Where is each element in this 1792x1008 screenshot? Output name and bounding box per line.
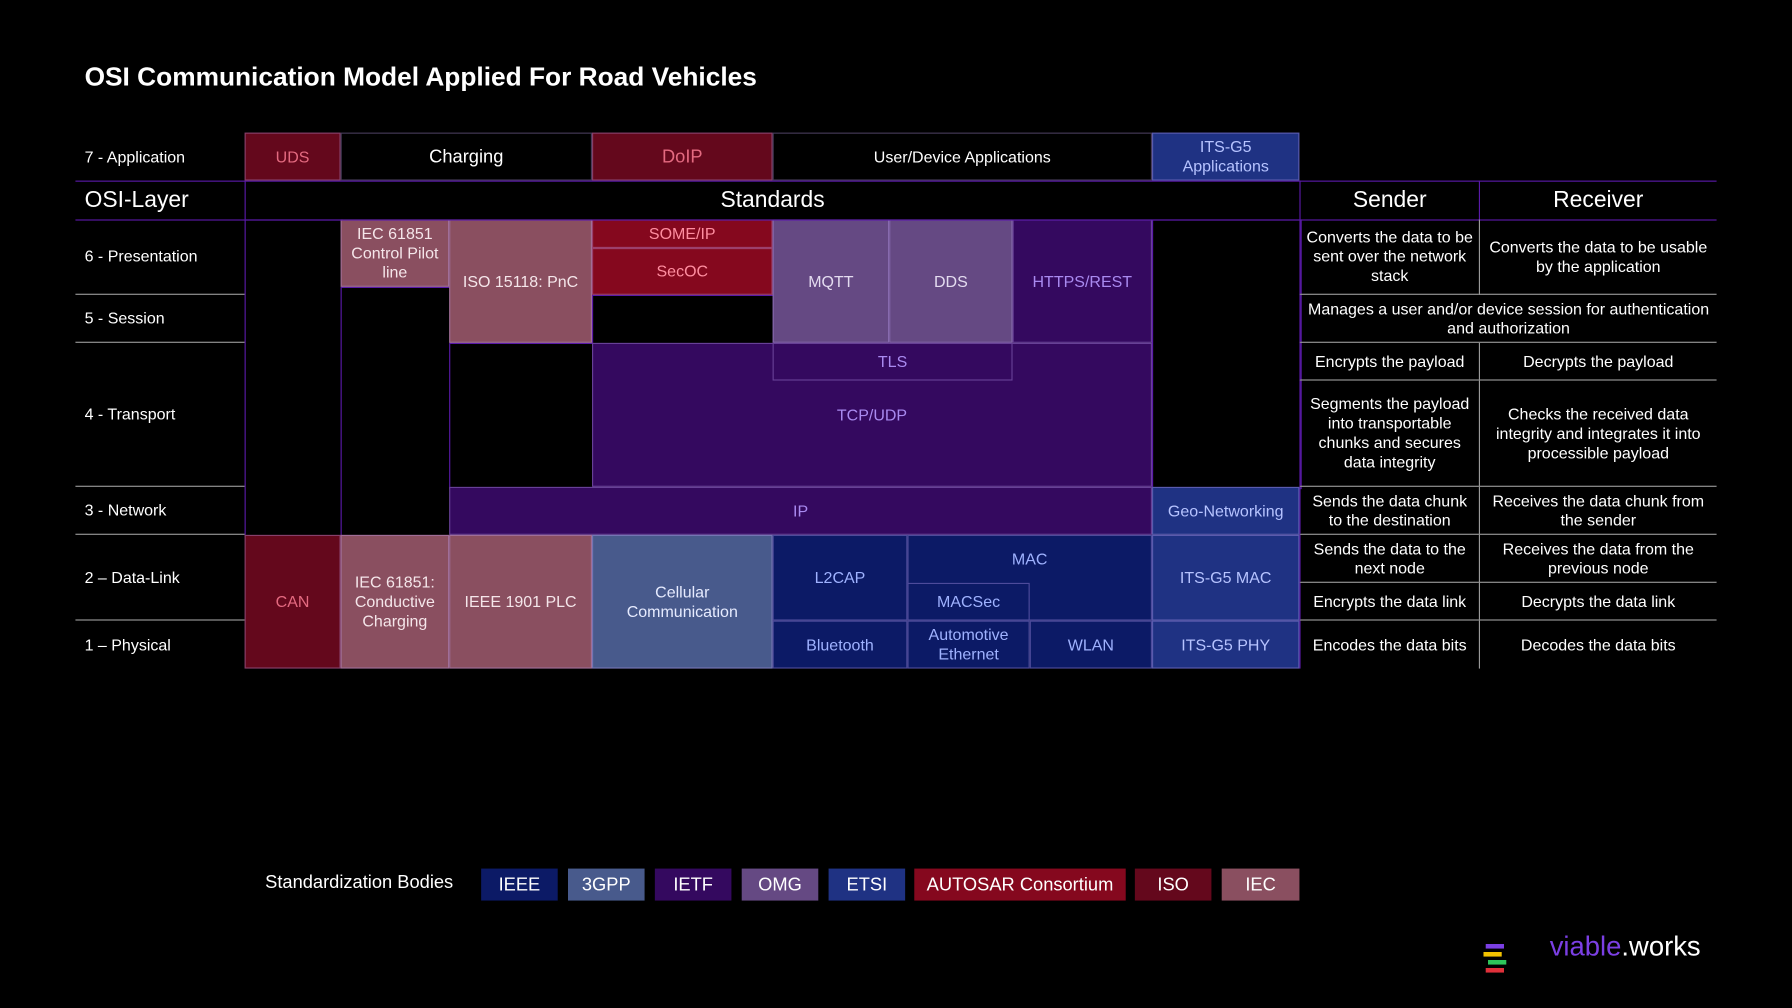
standard-block: DDS [889, 219, 1013, 343]
standard-block: L2CAP [772, 534, 908, 621]
standard-block: IEC 61851: Conductive Charging [340, 534, 450, 669]
logo-icon [1483, 943, 1507, 973]
layer-label: 6 - Presentation [75, 219, 245, 295]
layer-label: 3 - Network [75, 487, 245, 535]
divider [75, 219, 1717, 221]
legend-item: OMG [741, 868, 819, 901]
standard-block: TLS [772, 342, 1013, 381]
standard-block: Automotive Ethernet [907, 620, 1030, 669]
empty-cell [244, 219, 343, 538]
legend-item: IETF [654, 868, 732, 901]
header-cell: Receiver [1478, 180, 1717, 220]
description-cell: Encrypts the data link [1299, 582, 1479, 621]
standard-block: SOME/IP [591, 219, 773, 248]
description-cell: Receives the data chunk from the sender [1478, 486, 1717, 535]
standard-block: ITS-G5 PHY [1151, 620, 1300, 669]
standard-block: MQTT [772, 219, 890, 343]
empty-cell [340, 286, 452, 538]
standard-block: User/Device Applications [772, 132, 1152, 181]
layer-label: 2 – Data-Link [75, 535, 245, 621]
title: OSI Communication Model Applied For Road… [84, 61, 757, 92]
description-cell: Converts the data to be sent over the ne… [1299, 219, 1479, 295]
standard-block: WLAN [1029, 620, 1152, 669]
brand-name: viable [1549, 931, 1622, 963]
standard-block: Charging [340, 132, 592, 181]
layer-label: 5 - Session [75, 295, 245, 343]
empty-cell [449, 342, 595, 490]
description-cell: Encodes the data bits [1299, 620, 1478, 669]
layer-label: 4 - Transport [75, 343, 245, 487]
standard-block: UDS [244, 132, 341, 181]
standard-block: DoIP [591, 132, 773, 181]
standard-block: Bluetooth [772, 620, 908, 669]
standard-block: MACSec [907, 582, 1030, 621]
standard-block: Geo-Networking [1151, 486, 1300, 535]
description-cell: Converts the data to be usable by the ap… [1478, 219, 1717, 295]
standard-block: CAN [244, 534, 341, 669]
legend-item: ISO [1134, 868, 1212, 901]
description-cell: Sends the data chunk to the destination [1299, 486, 1479, 535]
layer-label: 7 - Application [84, 146, 186, 166]
standard-block: HTTPS/REST [1012, 219, 1152, 343]
description-cell: Decrypts the data link [1478, 582, 1717, 621]
description-cell: Checks the received data integrity and i… [1478, 380, 1717, 487]
description-cell: Sends the data to the next node [1299, 534, 1479, 583]
legend-item: 3GPP [567, 868, 645, 901]
standard-block: ISO 15118: PnC [449, 219, 592, 343]
description-cell: Encrypts the payload [1299, 342, 1479, 381]
description-cell: Segments the payload into transportable … [1299, 380, 1479, 487]
empty-cell [591, 294, 775, 346]
standard-block: IEEE 1901 PLC [449, 534, 592, 669]
header-cell: Standards [244, 180, 1300, 220]
standard-block: IP [449, 486, 1152, 535]
standard-block: Cellular Communication [591, 534, 773, 669]
header-cell: OSI-Layer [84, 186, 189, 212]
brand-suffix: .works [1621, 931, 1701, 963]
standard-block: SecOC [591, 247, 773, 295]
header-cell: Sender [1299, 180, 1478, 220]
description-cell: Manages a user and/or device session for… [1299, 294, 1717, 343]
divider [75, 180, 1717, 182]
legend-item: IEEE [481, 868, 558, 901]
description-cell: Decrypts the payload [1478, 342, 1717, 381]
standard-block: IEC 61851 Control Pilot line [340, 219, 450, 287]
description-cell: Receives the data from the previous node [1478, 534, 1717, 583]
layer-label: 1 – Physical [84, 634, 171, 654]
legend-item: ETSI [828, 868, 906, 901]
description-cell: Decodes the data bits [1478, 620, 1717, 669]
legend-item: AUTOSAR Consortium [914, 868, 1126, 901]
brand: viable.works [1550, 931, 1701, 963]
standard-block: ITS-G5 Applications [1151, 132, 1300, 181]
legend-title: Standardization Bodies [265, 873, 454, 893]
empty-cell [1151, 219, 1302, 490]
legend-item: IEC [1221, 868, 1300, 901]
standard-block: ITS-G5 MAC [1151, 534, 1300, 621]
